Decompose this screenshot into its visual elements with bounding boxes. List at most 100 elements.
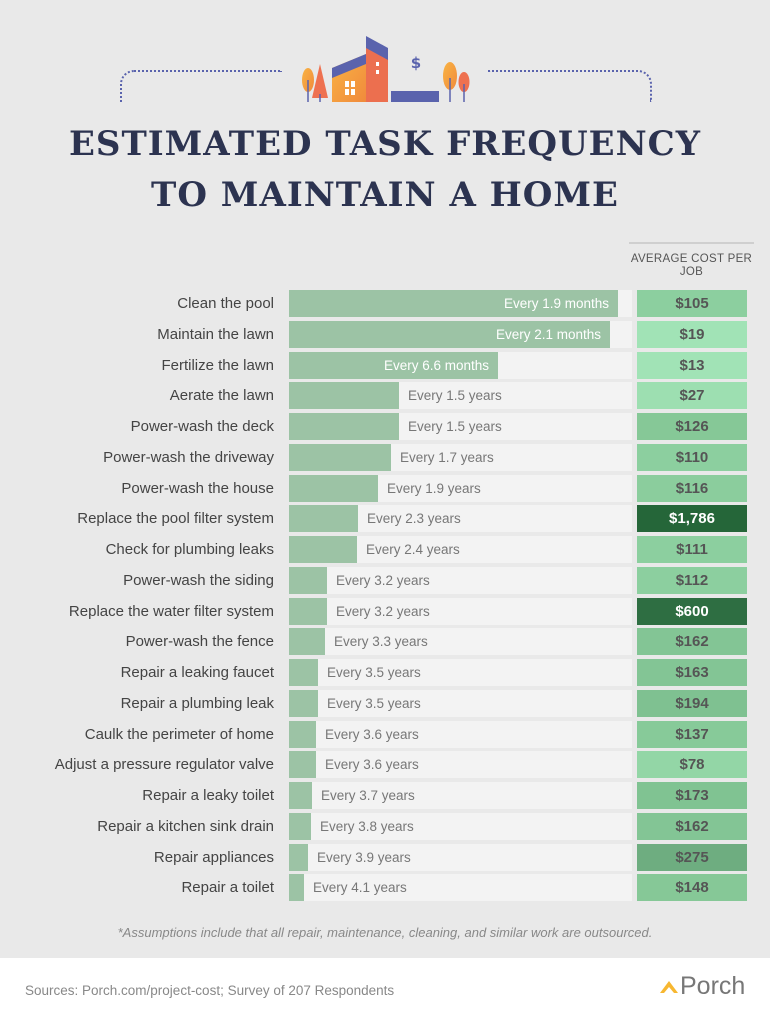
cost-cell: $162 [637, 812, 747, 840]
frequency-bar [289, 659, 318, 686]
frequency-label: Every 6.6 months [383, 357, 489, 373]
task-label: Adjust a pressure regulator valve [54, 756, 274, 774]
task-label: Repair a plumbing leak [120, 694, 274, 712]
frequency-bar [289, 812, 311, 840]
task-label: Power-wash the driveway [103, 448, 274, 466]
bar-track: Every 3.2 years [289, 597, 632, 625]
chart-row: Power-wash the siding Every 3.2 years $112 [0, 566, 770, 594]
frequency-bar [289, 290, 618, 317]
chart-row: Repair a leaking faucet Every 3.5 years $1… [0, 659, 770, 686]
bar-track: Every 2.4 years [289, 536, 632, 563]
cost-cell: $275 [637, 843, 747, 871]
cost-cell: $173 [637, 782, 747, 809]
chart-row: Repair a leaky toilet Every 3.7 years $173 [0, 782, 770, 809]
bar-track: Every 1.7 years [289, 443, 632, 471]
bar-track: Every 2.3 years [289, 505, 632, 533]
task-label: Repair appliances [153, 848, 274, 866]
frequency-bar [289, 443, 391, 471]
frequency-label: Every 3.5 years [327, 665, 421, 680]
bar-track: Every 3.3 years [289, 628, 632, 656]
frequency-bar [289, 320, 610, 348]
chart-row: Aerate the lawn Every 1.5 years $27 [0, 382, 770, 410]
chart-row: Replace the water filter system Every 3.2… [0, 597, 770, 625]
frequency-bar [289, 720, 316, 748]
cost-cell: $1,786 [637, 505, 747, 533]
frequency-label: Every 4.1 years [313, 880, 407, 896]
house-illustration: $ [302, 36, 470, 102]
frequency-label: Every 3.5 years [327, 695, 421, 711]
porch-logo[interactable]: Porch [660, 972, 745, 1001]
bar-track: Every 1.9 months [289, 290, 632, 317]
header-dotted-line-left [120, 70, 282, 102]
task-label: Power-wash the fence [125, 633, 274, 651]
task-label: Clean the pool [177, 295, 274, 312]
frequency-label: Every 3.7 years [321, 788, 415, 803]
bar-track: Every 3.6 years [289, 720, 632, 748]
chart-row: Replace the pool filter system Every 2.3 … [0, 505, 770, 533]
task-label: Repair a toilet [181, 879, 274, 897]
frequency-label: Every 1.5 years [408, 419, 502, 434]
cost-cell: $194 [637, 689, 747, 717]
bar-track: Every 3.5 years [289, 689, 632, 717]
chart-row: Fertilize the lawn Every 6.6 months $13 [0, 351, 770, 379]
chart-row: Adjust a pressure regulator valve Every 3… [0, 751, 770, 779]
chart-row: Power-wash the house Every 1.9 years $116 [0, 474, 770, 502]
bar-track: Every 3.7 years [289, 782, 632, 809]
frequency-bar [289, 689, 318, 717]
chart-row: Maintain the lawn Every 2.1 months $19 [0, 320, 770, 348]
frequency-label: Every 1.5 years [408, 388, 502, 404]
frequency-bar [289, 782, 312, 809]
bar-track: Every 3.8 years [289, 812, 632, 840]
bar-track: Every 1.9 years [289, 474, 632, 502]
task-label: Caulk the perimeter of home [84, 725, 274, 743]
dollar-sign: $ [411, 54, 421, 72]
chart-row: Check for plumbing leaks Every 2.4 years $… [0, 536, 770, 563]
cost-column-header: AVERAGE COST PER JOB [629, 242, 754, 279]
cost-cell: $600 [637, 597, 747, 625]
frequency-bar [289, 351, 498, 379]
chart-row: Power-wash the fence Every 3.3 years $162 [0, 628, 770, 656]
cost-cell: $105 [637, 290, 747, 317]
bar-track: Every 3.9 years [289, 843, 632, 871]
frequency-label: Every 2.1 months [495, 326, 601, 342]
frequency-bar [289, 566, 327, 594]
cost-cell: $126 [637, 413, 747, 440]
header-dotted-line-right [488, 70, 652, 102]
frequency-bar [289, 874, 304, 902]
bar-track: Every 1.5 years [289, 382, 632, 410]
logo-text: Porch [680, 972, 746, 1000]
chart-row: Power-wash the driveway Every 1.7 years $1… [0, 443, 770, 471]
task-label: Fertilize the lawn [161, 356, 274, 374]
chart-row: Caulk the perimeter of home Every 3.6 yea… [0, 720, 770, 748]
frequency-bar [289, 536, 357, 563]
frequency-label: Every 1.7 years [400, 449, 494, 465]
frequency-label: Every 3.3 years [334, 634, 428, 650]
cost-cell: $137 [637, 720, 747, 748]
frequency-label: Every 3.2 years [336, 572, 430, 588]
cost-cell: $162 [637, 628, 747, 656]
bar-track: Every 3.5 years [289, 659, 632, 686]
cost-cell: $13 [637, 351, 747, 379]
cost-cell: $116 [637, 474, 747, 502]
cost-cell: $78 [637, 751, 747, 779]
task-label: Repair a kitchen sink drain [97, 817, 274, 835]
frequency-label: Every 3.6 years [325, 757, 419, 773]
frequency-label: Every 2.4 years [366, 542, 460, 557]
footnote: *Assumptions include that all repair, ma… [117, 925, 653, 940]
task-label: Power-wash the house [121, 479, 274, 497]
porch-roof-icon [660, 980, 678, 993]
cost-cell: $112 [637, 566, 747, 594]
frequency-label: Every 3.6 years [325, 726, 419, 742]
task-label: Power-wash the siding [123, 571, 274, 589]
chart-row: Repair a kitchen sink drain Every 3.8 yea… [0, 812, 770, 840]
task-label: Aerate the lawn [169, 387, 274, 405]
frequency-label: Every 3.9 years [317, 849, 411, 865]
frequency-bar [289, 382, 399, 410]
task-label: Repair a leaky toilet [142, 787, 274, 804]
chart-row: Clean the pool Every 1.9 months $105 [0, 290, 770, 317]
cost-cell: $110 [637, 443, 747, 471]
frequency-label: Every 3.2 years [336, 603, 430, 619]
cost-cell: $19 [637, 320, 747, 348]
bar-track: Every 2.1 months [289, 320, 632, 348]
task-label: Maintain the lawn [157, 325, 274, 343]
